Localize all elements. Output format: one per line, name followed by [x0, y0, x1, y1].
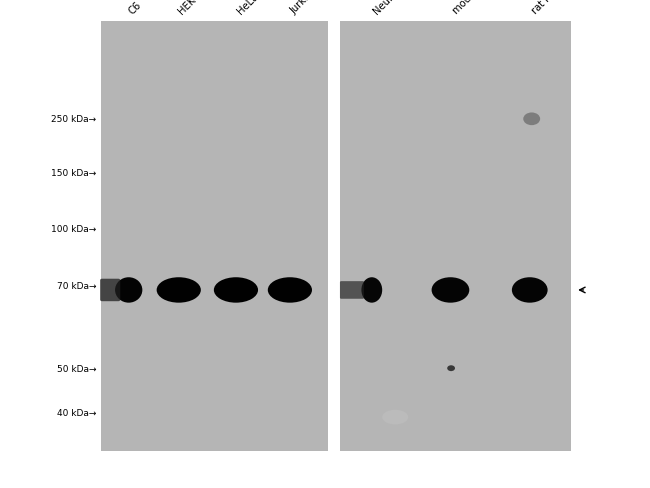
Ellipse shape — [268, 278, 312, 303]
Text: rat kidney: rat kidney — [530, 0, 573, 16]
Text: 250 kDa→: 250 kDa→ — [51, 115, 96, 124]
Circle shape — [523, 113, 540, 126]
Text: 100 kDa→: 100 kDa→ — [51, 225, 96, 234]
Ellipse shape — [382, 410, 408, 425]
Bar — [340, 22, 571, 451]
Ellipse shape — [361, 278, 382, 303]
Ellipse shape — [115, 278, 142, 303]
Text: mouse kidney: mouse kidney — [450, 0, 507, 16]
Text: www.PTGAB3.COM: www.PTGAB3.COM — [71, 37, 81, 139]
Ellipse shape — [157, 278, 201, 303]
Text: 50 kDa→: 50 kDa→ — [57, 364, 96, 373]
Text: Neuro-2a: Neuro-2a — [372, 0, 411, 16]
Bar — [101, 22, 328, 451]
Text: www.PTGAB3.COM: www.PTGAB3.COM — [71, 354, 81, 456]
Text: HeLa: HeLa — [235, 0, 260, 16]
Text: www.PTGAB3.COM: www.PTGAB3.COM — [71, 251, 81, 354]
Ellipse shape — [432, 278, 469, 303]
FancyBboxPatch shape — [340, 282, 364, 299]
FancyBboxPatch shape — [100, 279, 120, 302]
Ellipse shape — [512, 278, 547, 303]
Text: 150 kDa→: 150 kDa→ — [51, 169, 96, 178]
Circle shape — [447, 366, 455, 371]
Text: 40 kDa→: 40 kDa→ — [57, 408, 96, 417]
Text: C6: C6 — [127, 0, 143, 16]
Ellipse shape — [214, 278, 258, 303]
Text: HEK-293: HEK-293 — [177, 0, 213, 16]
Text: 70 kDa→: 70 kDa→ — [57, 281, 96, 290]
Text: www.PTGAB3.COM: www.PTGAB3.COM — [71, 144, 81, 246]
Bar — [328, 22, 340, 451]
Text: Jurkat: Jurkat — [289, 0, 316, 16]
